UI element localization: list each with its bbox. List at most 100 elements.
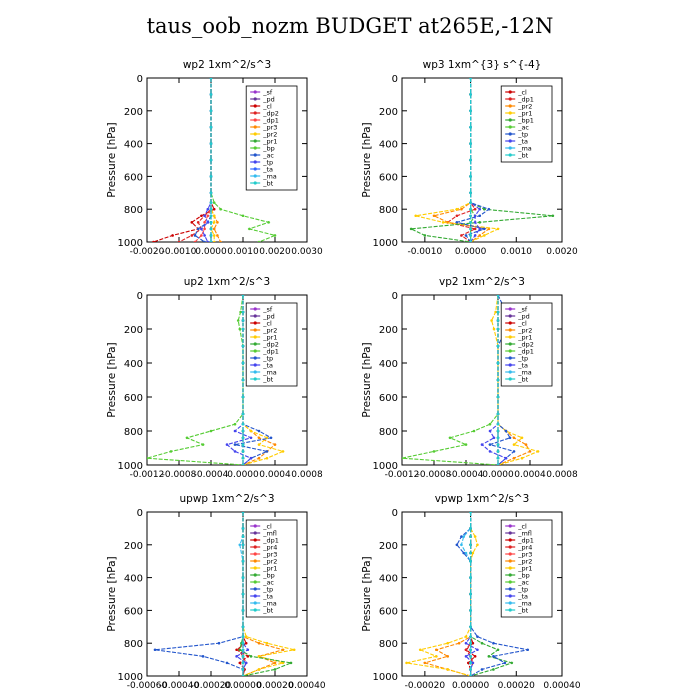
- data-point-bt: [496, 429, 500, 433]
- legend-marker: [253, 90, 257, 94]
- y-tick-label: 0: [137, 74, 143, 85]
- legend-label: _ma: [262, 369, 277, 377]
- data-point-bt: [241, 436, 245, 440]
- legend-label: _tp: [262, 159, 273, 167]
- legend-label: _ta: [517, 593, 528, 601]
- x-tick-label: -0.00060: [127, 681, 168, 691]
- data-point-tp: [455, 221, 459, 224]
- y-tick-label: 400: [379, 359, 398, 370]
- data-point-pr1: [496, 227, 500, 231]
- legend-marker: [253, 97, 257, 101]
- data-point-pr1: [446, 668, 450, 671]
- x-tick-label: 0.00000: [452, 681, 489, 691]
- data-point-pr2: [257, 641, 261, 645]
- legend-label: _cl: [517, 320, 527, 328]
- data-point-bt: [469, 109, 472, 113]
- chart-panel-6: vpwp 1xm^2/s^3 0 200 400 600 800 1000 Pressure …: [361, 493, 581, 691]
- y-tick-label: 1000: [118, 238, 143, 249]
- data-point-tp: [488, 443, 492, 446]
- data-point-tp: [504, 429, 508, 433]
- data-point-pr1: [446, 641, 450, 645]
- data-point-bt: [496, 327, 500, 331]
- legend-label: _pr2: [262, 131, 277, 139]
- y-tick-label: 1000: [373, 461, 398, 472]
- data-point-tp: [480, 668, 484, 671]
- data-point-bt: [496, 361, 500, 365]
- data-point-bt: [241, 456, 245, 460]
- data-point-bt: [241, 576, 245, 579]
- data-point-bt: [469, 635, 472, 638]
- y-tick-label: 400: [379, 140, 398, 151]
- data-point-bt: [469, 93, 472, 96]
- data-point-tp: [487, 207, 491, 211]
- data-point-bt: [469, 527, 472, 530]
- legend-marker: [508, 545, 512, 549]
- data-point-bt: [241, 512, 245, 514]
- y-tick-label: 400: [124, 140, 143, 151]
- panel-title: vpwp 1xm^2/s^3: [435, 493, 530, 505]
- y-tick-label: 0: [392, 508, 398, 519]
- data-point-bt: [496, 295, 500, 297]
- data-point-bt: [469, 609, 472, 612]
- legend-label: _bp: [262, 145, 275, 153]
- data-point-cl: [200, 214, 203, 218]
- data-point-dp1: [432, 450, 436, 453]
- data-point-bt: [469, 227, 472, 231]
- y-axis-label: Pressure [hPa]: [106, 342, 118, 417]
- legend-label: _cl: [262, 523, 272, 531]
- data-point-bp1: [482, 207, 486, 211]
- data-point-dp1: [193, 240, 197, 242]
- data-point-bt: [469, 158, 472, 162]
- x-tick-label: -0.00040: [159, 681, 200, 691]
- legend-marker: [253, 125, 257, 129]
- legend-marker: [508, 552, 512, 556]
- data-point-bp1: [551, 214, 555, 218]
- y-axis-label: Pressure [hPa]: [361, 342, 373, 417]
- legend-marker: [508, 314, 512, 318]
- x-tick-label: -0.0020: [130, 247, 165, 257]
- legend-label: _pr2: [517, 558, 532, 566]
- data-point-ta: [480, 443, 484, 446]
- data-point-bp: [496, 648, 500, 652]
- legend-marker: [253, 545, 257, 549]
- data-point-pr2: [528, 450, 532, 453]
- series-line-pr3: [210, 78, 222, 242]
- legend-label: _dp1: [262, 348, 279, 356]
- y-axis-label: Pressure [hPa]: [106, 122, 118, 197]
- legend-marker: [253, 139, 257, 143]
- data-point-tp: [233, 443, 237, 446]
- data-point-ta: [488, 450, 492, 453]
- data-point-dp1: [246, 655, 250, 658]
- legend-marker: [253, 370, 257, 374]
- y-tick-label: 1000: [373, 672, 398, 683]
- data-point-bt: [469, 175, 472, 178]
- data-point-pr1: [455, 207, 459, 211]
- data-point-tp: [512, 450, 516, 453]
- data-point-bp: [273, 668, 277, 671]
- data-point-pr1: [492, 327, 496, 331]
- y-tick-label: 0: [137, 291, 143, 302]
- legend-label: _dp2: [262, 341, 279, 349]
- legend-label: _tp: [262, 355, 273, 363]
- data-point-pr2: [212, 221, 216, 224]
- legend-label: _pr2: [262, 558, 277, 566]
- panel-title: up2 1xm^2/s^3: [184, 276, 270, 288]
- data-point-pr1: [257, 443, 261, 446]
- legend-label: _pr1: [262, 138, 277, 146]
- legend-marker: [508, 356, 512, 360]
- data-point-bp: [212, 201, 216, 204]
- data-point-ta: [246, 648, 250, 652]
- y-tick-label: 1000: [118, 672, 143, 683]
- data-point-bp: [248, 227, 251, 231]
- x-tick-label: -0.0004: [449, 470, 484, 480]
- data-point-bt: [469, 214, 472, 218]
- legend-label: _ta: [262, 593, 273, 601]
- legend-label: _pr3: [262, 551, 277, 559]
- legend-marker: [253, 524, 257, 528]
- y-tick-label: 800: [124, 427, 143, 438]
- x-tick-label: 0.0010: [227, 247, 259, 257]
- legend-label: _dp2: [517, 341, 534, 349]
- legend-marker: [508, 146, 512, 150]
- y-tick-label: 800: [379, 639, 398, 650]
- data-point-tp: [206, 240, 210, 242]
